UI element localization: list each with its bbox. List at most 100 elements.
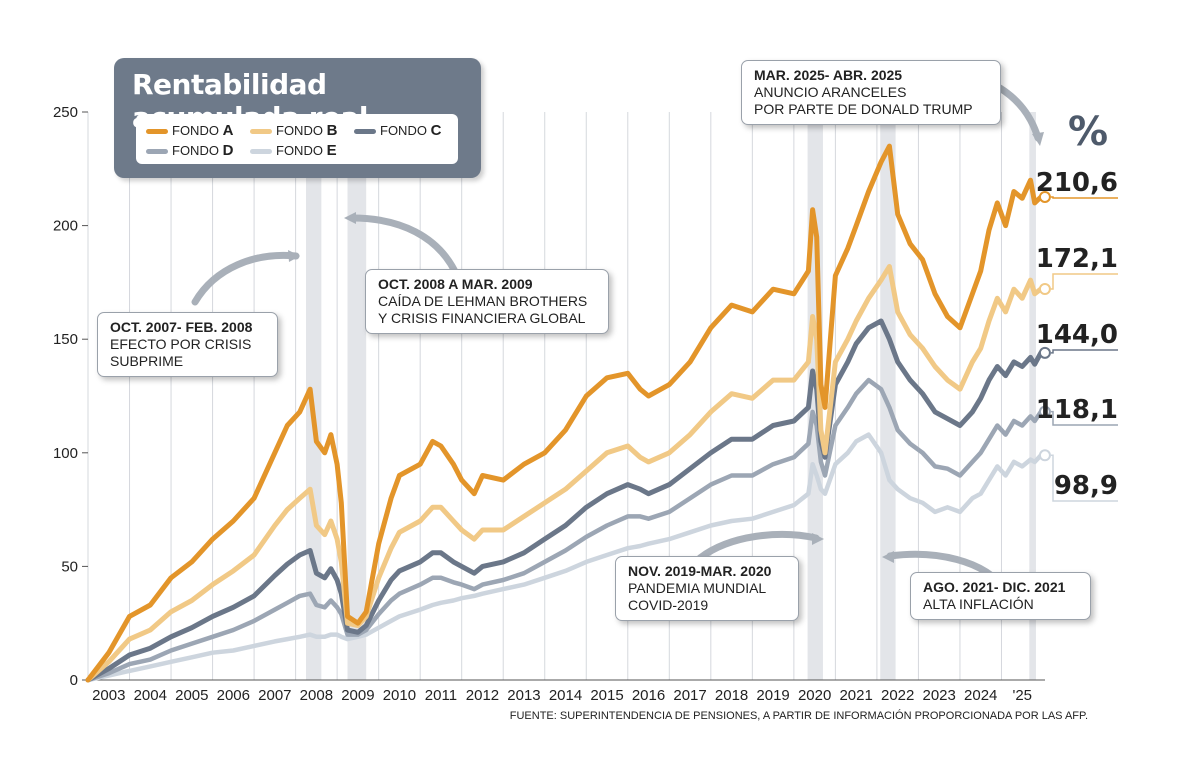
- annotation-subprime-heading: OCT. 2007- FEB. 2008: [110, 319, 253, 335]
- x-tick-label: 2007: [258, 687, 291, 704]
- legend-prefix-a: FONDO: [172, 123, 223, 138]
- legend-letter-e: E: [326, 142, 337, 159]
- series-lines: [85, 143, 1044, 683]
- x-tick-label: 2023: [923, 687, 956, 704]
- x-tick-label: 2013: [507, 687, 540, 704]
- legend-item-e: FONDO E: [250, 142, 337, 159]
- unit-label: %: [1068, 109, 1108, 155]
- annotation-covid-line1: PANDEMIA MUNDIAL: [628, 580, 767, 596]
- annotation-trump-line1: ANUNCIO ARANCELES: [754, 84, 907, 100]
- legend-letter-b: B: [326, 122, 338, 139]
- x-tick-label: 2010: [383, 687, 416, 704]
- y-axis-ticks: 0 50 100 150 200 250: [53, 104, 88, 689]
- x-tick-label: 2024: [964, 687, 997, 704]
- annotation-trump-heading: MAR. 2025- ABR. 2025: [754, 67, 903, 83]
- arrow-inflation-head: [882, 551, 894, 563]
- end-marker-fondo-b: [1038, 282, 1051, 295]
- shaded-period-0: [305, 112, 322, 680]
- y-tick-label: 200: [53, 218, 78, 235]
- x-tick-label: 2017: [673, 687, 706, 704]
- end-value-fondo-a: 210,6: [1036, 168, 1118, 198]
- end-leader-fondo-a: [1050, 196, 1118, 199]
- end-value-fondo-e: 98,9: [1054, 471, 1118, 501]
- arrow-lehman-head: [344, 212, 356, 224]
- x-tick-label: 2003: [92, 687, 125, 704]
- legend-swatch-d: [146, 149, 168, 155]
- shaded-period-4: [1029, 112, 1036, 680]
- legend-swatch-b: [250, 129, 272, 135]
- arrow-subprime-head: [288, 250, 300, 262]
- annotation-subprime-line1: EFECTO POR CRISIS: [110, 336, 252, 352]
- series-line-fondo-e: [85, 432, 1044, 683]
- source-note: FUENTE: SUPERINTENDENCIA DE PENSIONES, A…: [510, 709, 1088, 722]
- legend-swatch-e: [250, 149, 272, 155]
- annotation-covid-line2: COVID-2019: [628, 597, 709, 613]
- series-line-fondo-d: [85, 377, 1044, 683]
- x-tick-label: 2020: [798, 687, 831, 704]
- arrow-lehman: [348, 214, 462, 282]
- arrow-subprime: [191, 251, 300, 306]
- legend-prefix-e: FONDO: [276, 143, 327, 158]
- end-leader-fondo-c: [1050, 349, 1118, 354]
- legend-prefix-b: FONDO: [276, 123, 327, 138]
- end-value-labels: 210,6 172,1 144,0 118,1 98,9: [1036, 168, 1118, 502]
- end-marker-fondo-a: [1038, 190, 1051, 203]
- arrow-trump-head: [1032, 132, 1044, 146]
- annotation-lehman-heading: OCT. 2008 A MAR. 2009: [378, 276, 533, 292]
- x-tick-label: 2014: [549, 687, 582, 704]
- x-tick-label: '25: [1012, 687, 1032, 704]
- legend-swatch-c: [354, 129, 376, 135]
- x-tick-label: 2006: [217, 687, 250, 704]
- arrow-covid-head: [812, 533, 824, 545]
- annotation-subprime-line2: SUBPRIME: [110, 353, 184, 369]
- end-value-fondo-b: 172,1: [1036, 244, 1118, 274]
- annotation-trump-line2: POR PARTE DE DONALD TRUMP: [754, 101, 973, 117]
- end-marker-fondo-d: [1038, 405, 1051, 418]
- title-panel: Rentabilidad acumulada real FONDO A FOND…: [114, 58, 481, 178]
- annotation-lehman: OCT. 2008 A MAR. 2009 CAÍDA DE LEHMAN BR…: [365, 269, 609, 334]
- shaded-period-3: [880, 112, 896, 680]
- x-tick-label: 2012: [466, 687, 499, 704]
- annotation-trump: MAR. 2025- ABR. 2025 ANUNCIO ARANCELES P…: [741, 60, 1001, 125]
- series-line-fondo-b: [85, 264, 1044, 683]
- series-line-fondo-c: [85, 318, 1044, 683]
- x-tick-label: 2011: [425, 687, 457, 704]
- x-tick-label: 2022: [881, 687, 914, 704]
- x-tick-label: 2018: [715, 687, 748, 704]
- legend-letter-d: D: [222, 142, 234, 159]
- end-marker-fondo-c: [1038, 346, 1051, 359]
- annotation-subprime: OCT. 2007- FEB. 2008 EFECTO POR CRISIS S…: [97, 312, 278, 377]
- y-tick-label: 0: [70, 672, 78, 689]
- annotation-covid-heading: NOV. 2019-MAR. 2020: [628, 563, 772, 579]
- annotation-lehman-line2: Y CRISIS FINANCIERA GLOBAL: [378, 310, 586, 326]
- legend-item-d: FONDO D: [146, 142, 233, 159]
- y-tick-label: 100: [53, 445, 78, 462]
- legend-item-c: FONDO C: [354, 122, 441, 139]
- arrow-covid: [696, 531, 820, 562]
- x-tick-label: 2008: [300, 687, 333, 704]
- x-axis-ticks: 2003 2004 2005 2006 2007 2008 2009 2010 2011 2012…: [92, 687, 1032, 704]
- y-tick-label: 250: [53, 104, 78, 121]
- x-tick-label: 2016: [632, 687, 665, 704]
- y-tick-label: 150: [53, 331, 78, 348]
- x-tick-label: 2021: [839, 687, 872, 704]
- end-leader-fondo-e: [1050, 454, 1118, 502]
- shaded-period-1: [347, 112, 367, 680]
- x-tick-label: 2009: [341, 687, 374, 704]
- legend-item-b: FONDO B: [250, 122, 337, 139]
- legend-item-a: FONDO A: [146, 122, 233, 139]
- end-leader-fondo-d: [1050, 410, 1118, 426]
- annotation-inflation-line1: ALTA INFLACIÓN: [923, 596, 1034, 612]
- annotation-covid: NOV. 2019-MAR. 2020 PANDEMIA MUNDIAL COV…: [615, 556, 799, 621]
- x-tick-label: 2015: [590, 687, 623, 704]
- x-tick-label: 2004: [134, 687, 167, 704]
- end-marker-fondo-e: [1038, 449, 1051, 462]
- end-leader-fondo-b: [1050, 273, 1118, 290]
- annotation-inflation-heading: AGO. 2021- DIC. 2021: [923, 579, 1066, 595]
- annotation-lehman-line1: CAÍDA DE LEHMAN BROTHERS: [378, 293, 588, 309]
- legend-swatch-a: [146, 129, 168, 135]
- x-tick-label: 2019: [756, 687, 789, 704]
- x-tick-label: 2005: [175, 687, 208, 704]
- legend-letter-c: C: [430, 122, 442, 139]
- legend-prefix-d: FONDO: [172, 143, 223, 158]
